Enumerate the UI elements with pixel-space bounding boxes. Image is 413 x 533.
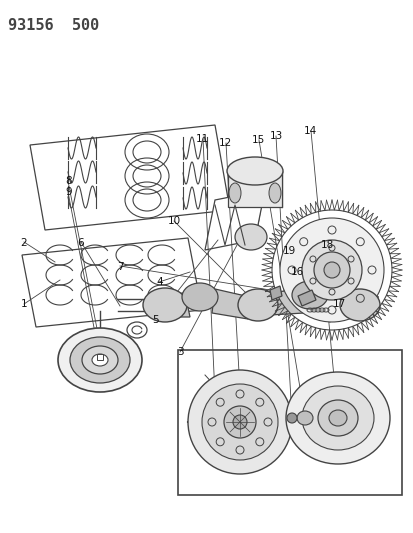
Text: 17: 17	[332, 299, 345, 309]
Ellipse shape	[279, 218, 383, 322]
Ellipse shape	[58, 328, 142, 392]
Ellipse shape	[70, 337, 130, 383]
Ellipse shape	[296, 411, 312, 425]
Ellipse shape	[237, 289, 277, 321]
Text: 18: 18	[320, 240, 333, 250]
Polygon shape	[211, 289, 249, 319]
Ellipse shape	[317, 400, 357, 436]
Polygon shape	[269, 286, 281, 300]
Ellipse shape	[202, 384, 277, 460]
Text: 9: 9	[65, 187, 71, 197]
Text: 3: 3	[176, 347, 183, 357]
Text: 13: 13	[269, 131, 282, 141]
Text: 14: 14	[303, 126, 316, 135]
Text: 16: 16	[290, 267, 303, 277]
Ellipse shape	[142, 288, 187, 322]
Ellipse shape	[286, 413, 296, 423]
Text: 2: 2	[21, 238, 27, 247]
Ellipse shape	[188, 370, 291, 474]
Text: 15: 15	[252, 135, 265, 144]
Ellipse shape	[235, 224, 266, 250]
Ellipse shape	[223, 406, 255, 438]
Polygon shape	[152, 293, 190, 317]
Text: 5: 5	[152, 315, 158, 325]
Polygon shape	[317, 287, 354, 317]
Ellipse shape	[285, 372, 389, 464]
Text: 1: 1	[21, 299, 27, 309]
Ellipse shape	[268, 183, 280, 203]
Ellipse shape	[228, 183, 240, 203]
Polygon shape	[267, 289, 303, 315]
Text: 12: 12	[218, 138, 232, 148]
Ellipse shape	[339, 289, 379, 321]
Ellipse shape	[226, 157, 282, 185]
Ellipse shape	[182, 283, 218, 311]
Text: 8: 8	[65, 176, 71, 186]
Polygon shape	[297, 290, 315, 306]
Polygon shape	[30, 125, 230, 230]
Text: 93156  500: 93156 500	[8, 18, 99, 33]
Text: 4: 4	[156, 278, 162, 287]
Ellipse shape	[291, 281, 327, 309]
Ellipse shape	[82, 346, 118, 374]
Polygon shape	[228, 171, 281, 207]
Ellipse shape	[328, 410, 346, 426]
Ellipse shape	[301, 240, 361, 300]
Text: 11: 11	[196, 134, 209, 143]
Polygon shape	[22, 238, 202, 327]
Bar	[178, 350, 401, 495]
Text: 10: 10	[167, 216, 180, 226]
Ellipse shape	[301, 386, 373, 450]
Text: 7: 7	[116, 262, 123, 271]
Ellipse shape	[313, 252, 349, 288]
Ellipse shape	[323, 262, 339, 278]
Bar	[97, 354, 103, 360]
Polygon shape	[204, 190, 264, 250]
Ellipse shape	[233, 415, 247, 429]
Text: 19: 19	[282, 246, 296, 255]
Ellipse shape	[92, 354, 108, 366]
Text: 6: 6	[77, 238, 84, 247]
